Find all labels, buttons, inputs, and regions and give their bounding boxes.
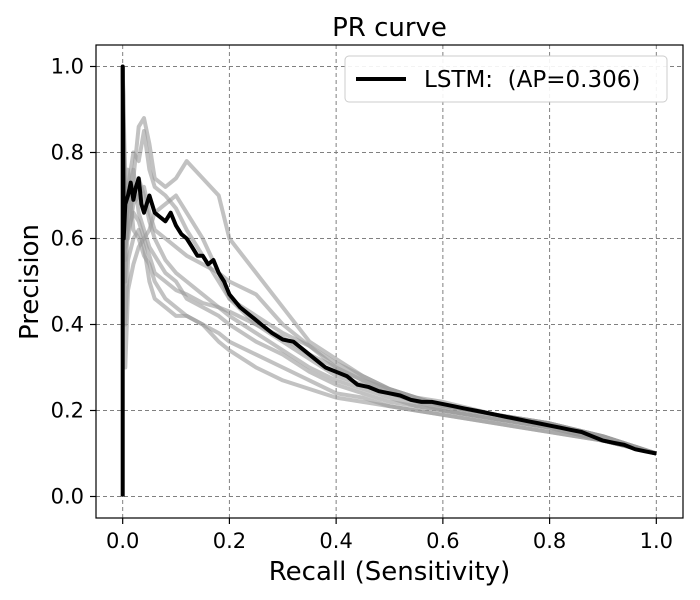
main-curve-layer — [120, 64, 657, 497]
plot-frame — [95, 44, 684, 519]
x-axis-label: Recall (Sensitivity) — [269, 557, 510, 587]
y-tick-label: 1.0 — [51, 55, 84, 79]
y-tick-label: 0.8 — [51, 141, 84, 165]
x-tick-label: 0.6 — [426, 529, 459, 553]
legend-box — [344, 55, 668, 103]
chart-title: PR curve — [332, 13, 447, 43]
x-tick-label: 0.4 — [319, 529, 352, 553]
y-tick-label: 0.6 — [51, 227, 84, 251]
x-tick-label: 0.8 — [533, 529, 566, 553]
y-tick-label: 0.4 — [51, 313, 84, 337]
lstm-pr-curve-line — [120, 64, 657, 497]
x-tick-label: 0.2 — [213, 529, 246, 553]
legend: LSTM: (AP=0.306) — [344, 55, 668, 103]
legend-label: LSTM: (AP=0.306) — [424, 67, 640, 93]
x-tick-label: 1.0 — [640, 529, 673, 553]
background-curve-line — [120, 66, 657, 456]
axis-ticks: 0.0 0.2 0.4 0.6 0.8 1.0 0.0 0.2 0.4 0.6 0.8 1.0 — [51, 55, 673, 554]
y-tick-label: 0.0 — [51, 485, 84, 509]
y-axis-label: Precision — [15, 224, 45, 340]
y-tick-label: 0.2 — [51, 399, 84, 423]
x-tick-label: 0.0 — [106, 529, 139, 553]
background-curve-line — [120, 66, 657, 456]
